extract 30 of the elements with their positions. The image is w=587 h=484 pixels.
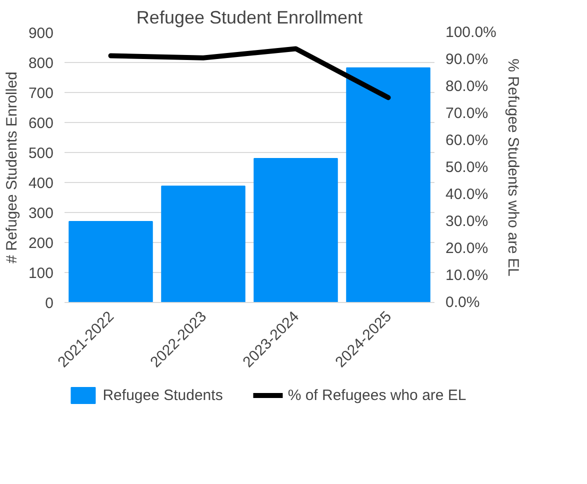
chart-title: Refugee Student Enrollment <box>136 8 363 28</box>
y-tick-label: 300 <box>28 205 54 222</box>
y2-tick-label: 20.0% <box>446 240 488 257</box>
y-tick-label: 500 <box>28 145 54 162</box>
y-tick-label: 100 <box>28 265 54 282</box>
y-tick-label: 900 <box>28 25 54 42</box>
y2-tick-label: 50.0% <box>446 159 488 176</box>
bar <box>161 186 246 302</box>
y-tick-label: 600 <box>28 115 54 132</box>
y2-tick-label: 100.0% <box>446 24 496 41</box>
legend-label: % of Refugees who are EL <box>288 386 466 404</box>
y2-tick-label: 30.0% <box>446 213 488 230</box>
bar <box>346 67 430 302</box>
y2-tick-label: 10.0% <box>446 267 488 284</box>
y-tick-label: 0 <box>45 295 54 312</box>
y-tick-label: 400 <box>28 175 54 192</box>
y2-tick-label: 0.0% <box>446 294 480 311</box>
bar <box>68 221 153 302</box>
legend-label: Refugee Students <box>102 386 223 404</box>
y-tick-label: 800 <box>28 55 54 72</box>
y2-tick-label: 40.0% <box>446 186 488 203</box>
y2-tick-label: 60.0% <box>446 132 488 149</box>
y2-tick-label: 80.0% <box>446 78 488 95</box>
y-tick-label: 700 <box>28 85 54 102</box>
y2-axis-title: % Refugee Students who are EL <box>504 58 522 276</box>
y-tick-label: 200 <box>28 235 54 252</box>
y2-tick-label: 90.0% <box>446 51 488 68</box>
y-axis-title: # Refugee Students Enrolled <box>3 72 20 264</box>
bar <box>254 158 338 302</box>
y2-tick-label: 70.0% <box>446 105 488 122</box>
